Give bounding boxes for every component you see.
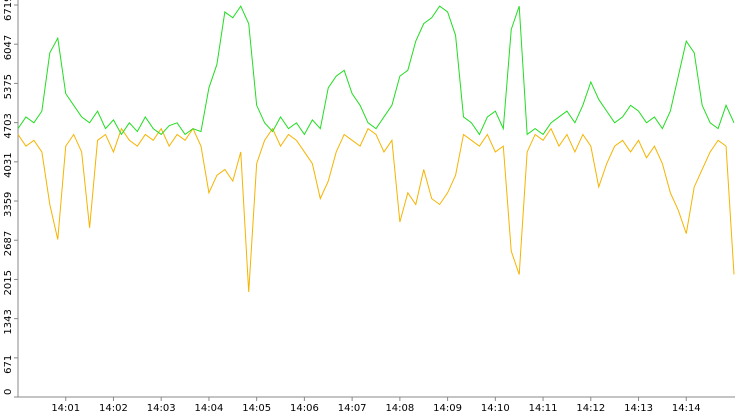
y-tick-label: 671 <box>3 355 14 374</box>
x-tick-label: 14:03 <box>147 403 176 414</box>
y-tick-label: 3359 <box>3 192 14 217</box>
series-line <box>17 5 735 136</box>
y-tick-label: 2015 <box>3 270 14 295</box>
x-tick-label: 14:09 <box>433 403 462 414</box>
x-tick-label: 14:08 <box>385 403 414 414</box>
x-tick-label: 14:02 <box>99 403 128 414</box>
x-tick-label: 14:04 <box>195 403 224 414</box>
x-tick-label: 14:13 <box>624 403 653 414</box>
x-tick-label: 14:12 <box>576 403 605 414</box>
x-tick-label: 14:07 <box>338 403 367 414</box>
y-tick-label: 4031 <box>3 152 14 177</box>
x-tick-label: 14:11 <box>529 403 558 414</box>
y-tick-label: 6047 <box>3 35 14 60</box>
x-tick-label: 14:01 <box>51 403 80 414</box>
x-tick-label: 14:10 <box>481 403 510 414</box>
x-tick-label: 14:05 <box>242 403 271 414</box>
y-tick-label: 4703 <box>3 113 14 138</box>
series-line <box>17 127 735 293</box>
x-tick-label: 14:14 <box>672 403 701 414</box>
y-tick-label: 6719 <box>3 0 14 21</box>
y-tick-label: 5375 <box>3 74 14 99</box>
y-tick-label: 0 <box>3 389 14 395</box>
y-tick-label: 1343 <box>3 309 14 334</box>
y-tick-label: 2687 <box>3 231 14 256</box>
x-tick-label: 14:06 <box>290 403 319 414</box>
